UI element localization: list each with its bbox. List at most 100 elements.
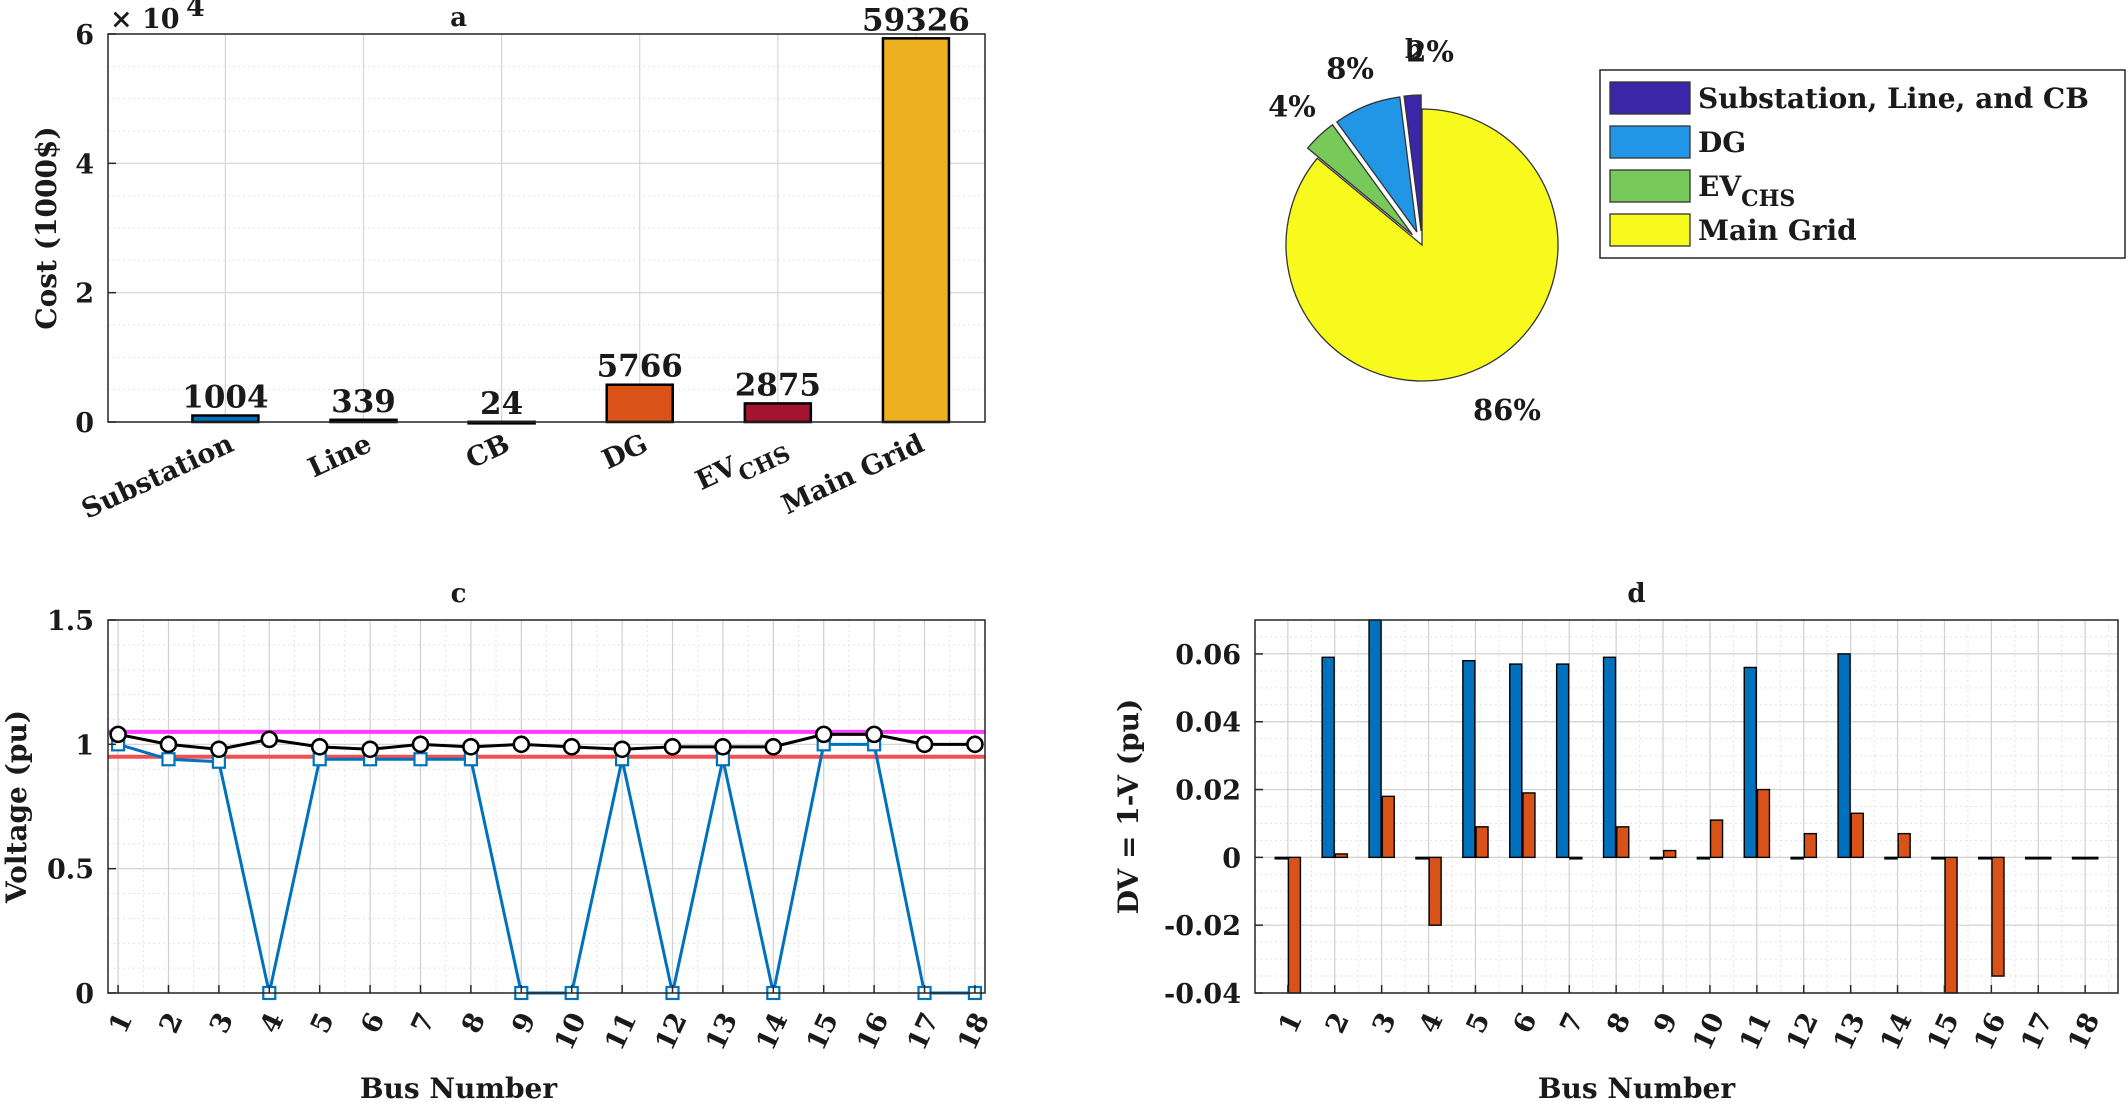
- bar: [1368, 619, 1382, 859]
- y-tick-label: 2: [75, 279, 94, 310]
- data-label: 1004: [182, 380, 268, 416]
- data-point: [714, 738, 732, 756]
- data-point: [310, 738, 329, 756]
- bar: [1931, 856, 1945, 860]
- bar: [1649, 856, 1664, 860]
- x-tick-label: 9: [1648, 1008, 1684, 1038]
- exponent-power: 4: [186, 0, 205, 23]
- legend-entry: Substation, Line, and CB: [1698, 82, 2089, 115]
- panel-title: b: [1405, 35, 1423, 65]
- x-tick-label: 15: [1922, 1008, 1966, 1055]
- x-tick-label: 7: [1554, 1008, 1590, 1038]
- bar: [1602, 656, 1617, 859]
- bar: [1569, 856, 1583, 860]
- x-tick-label: 16: [1969, 1008, 2013, 1055]
- x-tick-label: 12: [1781, 1008, 1825, 1055]
- data-point: [865, 725, 883, 744]
- y-tick-label: 0.5: [47, 855, 94, 886]
- y-tick-label: 1: [75, 730, 94, 761]
- panel-title: c: [451, 579, 467, 609]
- x-tick-label: 11: [599, 1008, 643, 1055]
- pie-slice-main-grid: [1285, 108, 1559, 382]
- data-label: 339: [331, 384, 396, 420]
- bar: [1803, 832, 1818, 859]
- x-tick-label: Substation: [77, 428, 239, 525]
- bar: [1991, 856, 2005, 977]
- y-tick-label: 0.04: [1175, 708, 1241, 739]
- bar: [1555, 663, 1570, 859]
- x-axis-label: Bus Number: [1538, 1072, 1737, 1102]
- legend-entry: EVCHS: [1698, 170, 1795, 212]
- x-tick-label: 9: [506, 1008, 542, 1038]
- bar: [1837, 653, 1851, 859]
- data-point: [512, 735, 531, 754]
- x-tick-label: 17: [2015, 1008, 2059, 1055]
- y-tick-label: 0: [75, 979, 94, 1010]
- bar: [1897, 832, 1911, 859]
- data-point: [413, 752, 428, 767]
- bar: [2038, 856, 2052, 860]
- data-point: [159, 735, 178, 754]
- x-tick-label: 17: [902, 1008, 946, 1055]
- bar: [1616, 826, 1630, 859]
- data-point: [210, 740, 228, 759]
- legend-swatch: [1609, 125, 1691, 159]
- y-tick-label: 0.02: [1175, 776, 1241, 807]
- y-tick-label: 0: [1222, 843, 1241, 874]
- pie-percent-label: 86%: [1473, 393, 1541, 427]
- bar: [1850, 812, 1864, 859]
- panel-title: d: [1627, 579, 1645, 609]
- x-tick-label: DG: [597, 428, 652, 476]
- data-label: 2875: [735, 367, 821, 403]
- y-tick-label: 0.06: [1175, 640, 1241, 671]
- panel-title: a: [450, 3, 467, 33]
- x-tick-label: 16: [851, 1008, 895, 1055]
- axes-box: [1254, 619, 2119, 994]
- x-tick-label: 1: [103, 1008, 139, 1038]
- bar: [1743, 666, 1757, 859]
- bar: [2085, 856, 2099, 860]
- x-tick-label: 1: [1273, 1008, 1309, 1038]
- legend-swatch: [1609, 213, 1691, 247]
- bar-substation: [191, 414, 260, 424]
- bar: [1522, 792, 1536, 859]
- y-tick-label: 4: [75, 149, 94, 180]
- bar: [1334, 853, 1349, 859]
- bar: [1509, 663, 1523, 859]
- x-tick-label: 13: [700, 1008, 744, 1055]
- pie-percent-label: 8%: [1326, 51, 1374, 85]
- x-tick-label: 10: [1687, 1008, 1731, 1055]
- data-label: 59326: [862, 2, 970, 38]
- pie-slice-substation-line-and-cb: [1403, 94, 1422, 232]
- axes-box: [107, 619, 986, 994]
- y-tick-label: -0.02: [1164, 911, 1241, 942]
- bar: [1756, 788, 1771, 859]
- bar: [2071, 856, 2086, 860]
- x-tick-label: 3: [204, 1008, 240, 1038]
- x-tick-label: 14: [1875, 1008, 1919, 1055]
- x-tick-label: 12: [650, 1008, 694, 1055]
- data-point: [411, 735, 430, 754]
- data-point: [613, 740, 631, 759]
- y-tick-label: -0.04: [1164, 979, 1241, 1010]
- legend-entry: DG: [1698, 126, 1746, 159]
- pie-slice-ev: [1306, 123, 1413, 236]
- data-point: [814, 725, 833, 744]
- bar: [1790, 856, 1804, 860]
- x-tick-label: 8: [1601, 1008, 1637, 1038]
- x-tick-label: 15: [801, 1008, 845, 1055]
- x-tick-label: 4: [254, 1008, 290, 1038]
- y-tick-label: 6: [75, 20, 94, 51]
- x-tick-label: 18: [952, 1008, 996, 1055]
- x-tick-label: 4: [1414, 1008, 1450, 1038]
- x-tick-label: 11: [1734, 1008, 1778, 1055]
- bar: [1709, 819, 1724, 859]
- y-tick-label: 1.5: [47, 606, 94, 637]
- x-tick-label: 8: [456, 1008, 492, 1038]
- legend-swatch: [1609, 169, 1691, 203]
- y-tick-label: 0: [75, 408, 94, 439]
- legend-swatch: [1609, 81, 1691, 115]
- x-tick-label: CB: [461, 428, 514, 475]
- y-axis-label: DV = 1-V (pu): [1112, 699, 1145, 914]
